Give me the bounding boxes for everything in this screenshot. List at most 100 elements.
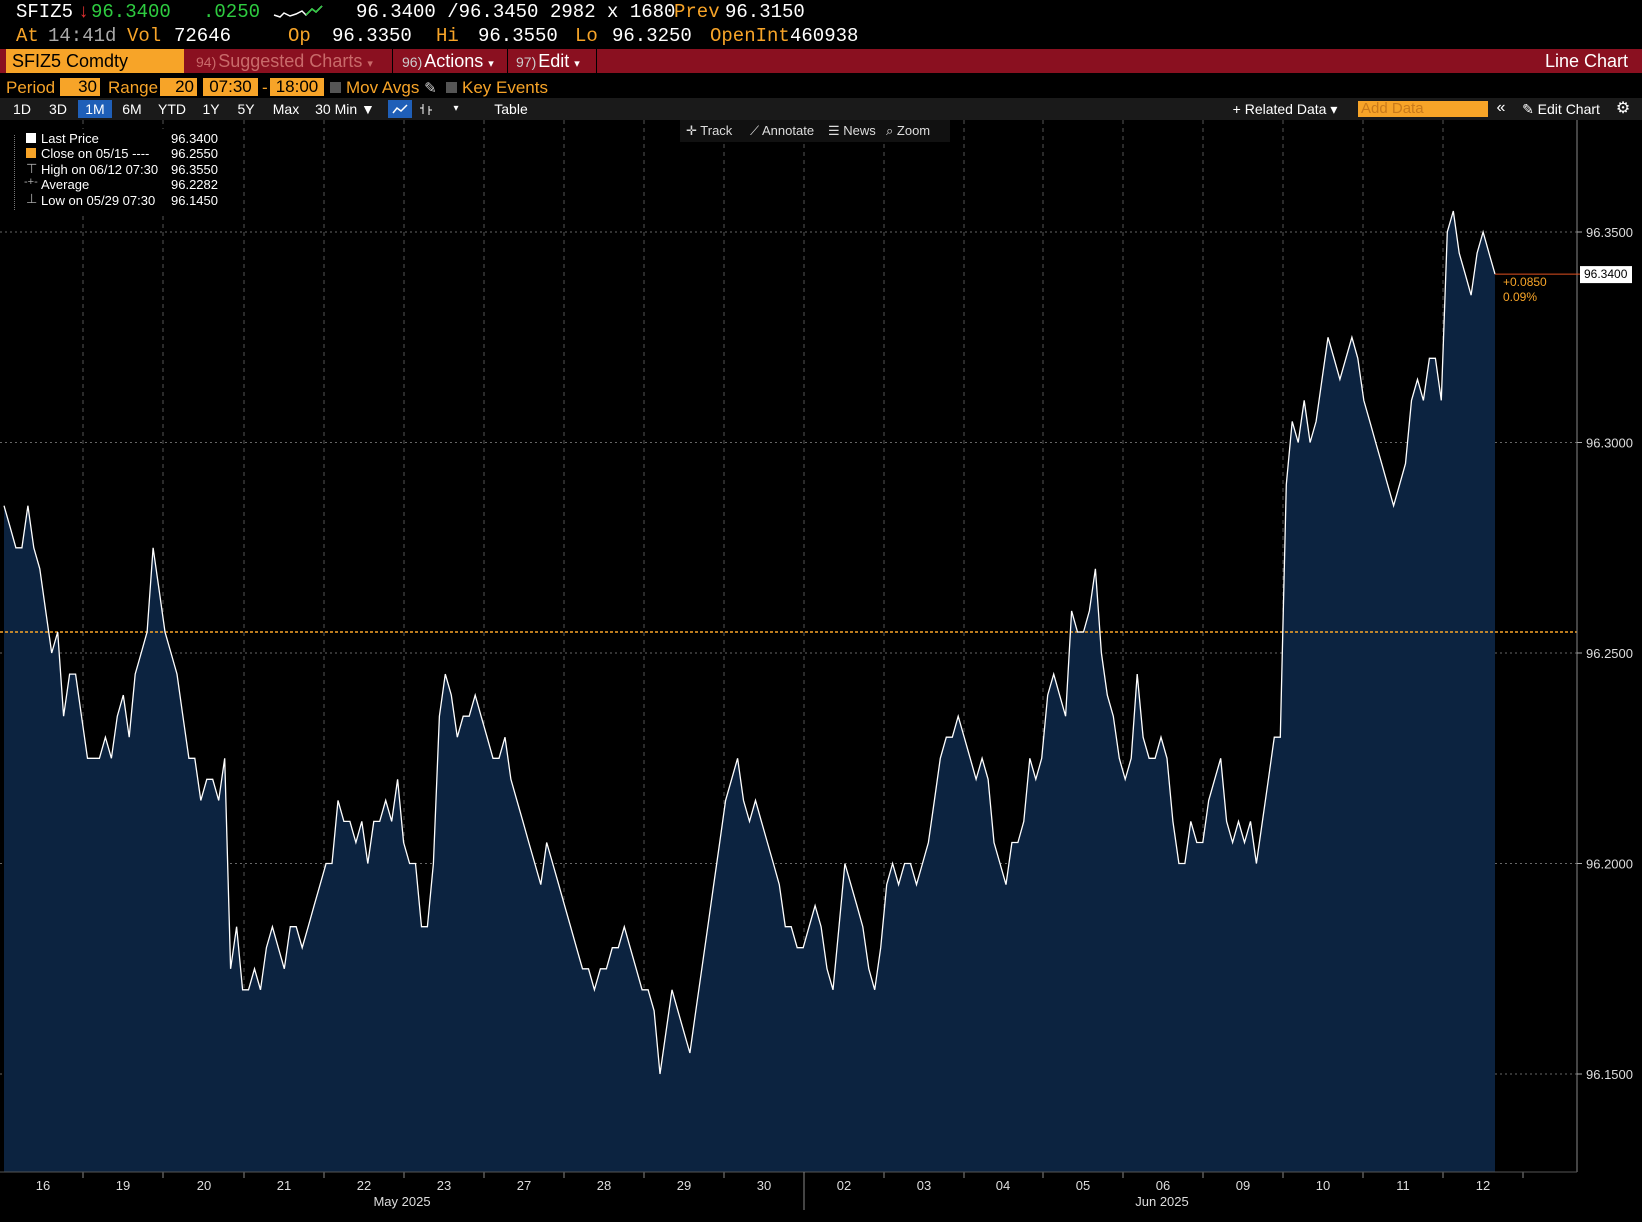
- x-tick-label: 04: [996, 1178, 1010, 1193]
- legend-low-label: Low on 05/29 07:30: [41, 193, 156, 208]
- bar-chart-icon[interactable]: [414, 100, 438, 118]
- mov-avgs-toggle[interactable]: Mov Avgs ✎: [330, 78, 437, 98]
- range-button-1m[interactable]: 1M: [78, 100, 112, 118]
- start-time-input[interactable]: 07:30: [203, 78, 258, 96]
- vol-label: Vol: [127, 25, 162, 47]
- range-button-ytd[interactable]: YTD: [158, 101, 186, 117]
- at-label: At: [16, 25, 39, 47]
- last-price-badge: 96.3400: [1580, 266, 1632, 284]
- legend-high-value: 96.3550: [171, 162, 218, 177]
- low-value: 96.3250: [612, 25, 692, 47]
- security-field[interactable]: SFIZ5 Comdty: [6, 49, 184, 73]
- key-events-label: Key Events: [462, 78, 548, 97]
- annotate-tool[interactable]: ⟋ Annotate: [750, 123, 814, 139]
- edit-menu[interactable]: 97) Edit ▾: [510, 49, 594, 73]
- open-interest-value: 460938: [790, 25, 859, 47]
- y-tick-label: 96.3000: [1586, 436, 1633, 451]
- chart-type-label: Line Chart: [1544, 51, 1628, 71]
- actions-number: 96): [402, 54, 423, 70]
- chart-tools: ✛ Track ⟋ Annotate ☰ News ⌕ Zoom: [680, 120, 950, 142]
- quote-line-1: SFIZ5 ↓ 96.3400 .0250 96.3400 /96.3450 2…: [0, 0, 1642, 24]
- last-price-badge-bg: [1580, 266, 1632, 284]
- edit-chart-button[interactable]: ✎ Edit Chart: [1522, 101, 1600, 117]
- menu-divider: [507, 49, 508, 73]
- quote-line-2: At 14:41d Vol 72646 Op 96.3350 Hi 96.355…: [0, 24, 1642, 48]
- zoom-tool[interactable]: ⌕ Zoom: [886, 123, 930, 139]
- legend-last-label: Last Price: [41, 131, 99, 146]
- open-label: Op: [288, 25, 311, 47]
- low-marker-icon: ⊥: [26, 191, 38, 206]
- menu-bar: SFIZ5 Comdty 94) Suggested Charts ▾ 96) Ac…: [0, 49, 1642, 73]
- chevron-down-icon: ▾: [574, 58, 580, 70]
- zoom-label: Zoom: [896, 123, 931, 138]
- range-button-1d[interactable]: 1D: [13, 101, 31, 117]
- suggested-charts-label: Suggested Charts: [218, 51, 363, 71]
- change-percent-label: 0.09%: [1503, 290, 1537, 304]
- down-arrow-icon: ↓: [78, 1, 90, 23]
- period-input[interactable]: 30: [60, 78, 100, 96]
- y-tick-label: 96.2500: [1586, 646, 1633, 661]
- x-tick-label: 12: [1476, 1178, 1490, 1193]
- last-price-swatch: [26, 133, 36, 143]
- chart-toolbar: 1D 3D 1M 6M YTD 1Y 5Y Max 30 Min ▼ ▾ Tab…: [0, 98, 1642, 120]
- interval-dropdown[interactable]: 30 Min ▼: [315, 101, 375, 117]
- related-data-menu[interactable]: + Related Data ▾: [1232, 101, 1338, 117]
- range-button-5y[interactable]: 5Y: [237, 101, 255, 117]
- time-dash: -: [262, 78, 268, 97]
- gear-icon[interactable]: ⚙: [1615, 100, 1631, 117]
- edit-number: 97): [516, 54, 537, 70]
- news-tool[interactable]: ☰ News: [828, 123, 876, 139]
- month-label: Jun 2025: [1135, 1194, 1189, 1209]
- average-marker-icon: -+-: [24, 176, 38, 188]
- range-button-max[interactable]: Max: [272, 101, 300, 117]
- table-button[interactable]: Table: [494, 101, 528, 117]
- x-tick-label: 22: [357, 1178, 371, 1193]
- news-label: News: [843, 123, 876, 138]
- track-tool[interactable]: ✛ Track: [686, 123, 732, 139]
- prev-label: Prev: [674, 1, 720, 23]
- sparkline-icon: [273, 5, 323, 18]
- last-price-badge-text: 96.3400: [1584, 267, 1628, 281]
- x-tick-label: 16: [36, 1178, 50, 1193]
- x-tick-label: 29: [677, 1178, 691, 1193]
- annotate-label: Annotate: [762, 123, 815, 138]
- x-tick-label: 30: [757, 1178, 771, 1193]
- high-value: 96.3550: [478, 25, 558, 47]
- x-tick-label: 06: [1156, 1178, 1170, 1193]
- annotate-icon: ⟋: [750, 123, 762, 138]
- price-chart[interactable]: 96.3500 96.3000 96.2500 96.2000 96.1500 16 19…: [0, 120, 1642, 1222]
- suggested-charts-number: 94): [196, 54, 217, 70]
- legend-high-label: High on 06/12 07:30: [41, 162, 159, 177]
- x-tick-label: 20: [197, 1178, 211, 1193]
- menu-divider: [392, 49, 393, 73]
- prev-value: 96.3150: [725, 1, 805, 23]
- x-tick-label: 09: [1236, 1178, 1250, 1193]
- range-button-3d[interactable]: 3D: [49, 101, 67, 117]
- chart-legend: Last Price 96.3400 Close on 05/15 ---- 9…: [6, 129, 224, 215]
- last-price: 96.3400: [91, 1, 171, 23]
- x-tick-label: 05: [1076, 1178, 1090, 1193]
- ticker-symbol: SFIZ5: [16, 1, 74, 23]
- range-button-6m[interactable]: 6M: [122, 101, 142, 117]
- end-time-input[interactable]: 18:00: [270, 78, 324, 96]
- edit-label: Edit: [538, 51, 570, 71]
- vol-value: 72646: [174, 25, 232, 47]
- x-tick-label: 23: [437, 1178, 451, 1193]
- legend-last-value: 96.3400: [171, 131, 218, 146]
- actions-menu[interactable]: 96) Actions ▾: [396, 49, 506, 73]
- pencil-icon: ✎: [424, 80, 437, 97]
- line-chart-icon[interactable]: [388, 100, 412, 118]
- period-label: Period: [6, 78, 56, 97]
- range-button-1y[interactable]: 1Y: [202, 101, 220, 117]
- collapse-icon[interactable]: «: [1496, 99, 1506, 116]
- add-data-input[interactable]: Add Data: [1358, 101, 1488, 117]
- x-axis: 16 19 20 21 22 23 27 28 29 30 02 03 04 05 06 09 10 11 12 Ma…: [36, 1172, 1524, 1209]
- open-interest-label: OpenInt: [710, 25, 790, 47]
- menu-divider: [596, 49, 597, 73]
- settings-row: Period 30 Range 20 07:30 - 18:00 Mov Avg…: [0, 76, 1642, 98]
- high-marker-icon: ⊤: [26, 161, 38, 176]
- suggested-charts-menu[interactable]: 94) Suggested Charts ▾: [190, 49, 390, 73]
- chevron-down-icon[interactable]: ▾: [453, 103, 459, 114]
- key-events-toggle[interactable]: Key Events: [446, 78, 548, 98]
- range-input[interactable]: 20: [160, 78, 197, 96]
